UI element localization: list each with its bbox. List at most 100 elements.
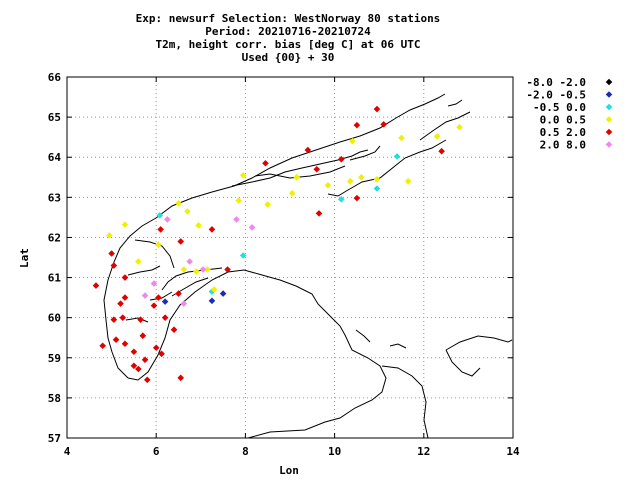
station-point-series-4 [155, 294, 162, 301]
legend-label: 0.0 0.5 [540, 114, 586, 127]
axis-ticks [66, 76, 514, 439]
station-point-series-3 [184, 208, 191, 215]
station-point-series-5 [164, 216, 171, 223]
station-point-series-3 [293, 173, 300, 181]
station-point-series-4 [177, 374, 185, 382]
grid [67, 77, 513, 438]
title-line-3: T2m, height corr. bias [deg C] at 06 UTC [156, 38, 421, 51]
x-axis-label: Lon [279, 464, 299, 477]
y-tick-label: 66 [48, 71, 62, 84]
station-point-series-4 [110, 262, 118, 269]
legend: -8.0 -2.0-2.0 -0.5-0.5 0.00.0 0.50.5 2.0… [526, 76, 613, 152]
station-point-series-3 [210, 286, 218, 293]
station-point-series-4 [108, 250, 115, 257]
chart-title: Exp: newsurf Selection: WestNorway 80 st… [136, 12, 441, 64]
station-point-series-4 [157, 226, 164, 233]
station-point-series-4 [121, 274, 129, 281]
y-axis-label: Lat [18, 248, 31, 268]
x-tick-label: 6 [153, 445, 160, 458]
x-tick-labels: 4 6 8 10 12 14 [64, 445, 520, 458]
plot-frame [66, 76, 514, 439]
station-point-series-4 [152, 344, 160, 352]
station-point-series-4 [313, 165, 321, 173]
station-point-series-5 [150, 280, 158, 287]
station-point-series-3 [180, 266, 188, 273]
x-tick-label: 4 [64, 445, 71, 458]
station-point-series-5 [199, 266, 207, 273]
station-point-series-4 [112, 336, 120, 344]
station-point-series-4 [139, 332, 147, 340]
title-line-1: Exp: newsurf Selection: WestNorway 80 st… [136, 12, 441, 25]
station-point-series-1 [219, 290, 227, 297]
station-point-series-3 [106, 232, 113, 239]
station-point-series-4 [380, 121, 387, 128]
station-point-series-4 [353, 121, 361, 129]
station-point-series-4 [304, 146, 312, 154]
y-tick-label: 60 [48, 312, 61, 325]
station-point-series-5 [233, 216, 240, 223]
y-tick-label: 58 [48, 392, 61, 405]
station-point-series-4 [143, 376, 151, 384]
coastline-map [103, 93, 513, 439]
x-tick-label: 14 [506, 445, 520, 458]
station-point-series-2 [393, 153, 401, 160]
station-point-series-3 [433, 133, 441, 140]
station-point-series-4 [208, 226, 216, 233]
station-point-series-3 [398, 134, 405, 142]
station-point-series-3 [324, 182, 332, 189]
station-point-series-4 [121, 340, 129, 348]
station-point-series-4 [224, 266, 231, 273]
y-tick-label: 64 [48, 151, 62, 164]
title-line-4: Used {00} + 30 [242, 51, 335, 64]
station-point-series-1 [208, 297, 216, 305]
station-point-series-3 [204, 266, 211, 273]
station-point-series-3 [175, 200, 182, 207]
title-line-2: Period: 20210716-20210724 [205, 25, 371, 38]
station-point-series-4 [158, 350, 165, 358]
y-tick-label: 57 [48, 432, 61, 445]
x-tick-label: 10 [328, 445, 341, 458]
legend-label: 2.0 8.0 [540, 139, 586, 152]
station-point-series-3 [195, 222, 202, 229]
station-point-series-5 [186, 258, 193, 265]
station-point-series-2 [208, 288, 216, 295]
station-point-series-4 [137, 316, 144, 323]
station-point-series-1 [161, 298, 169, 305]
legend-marker [605, 128, 613, 136]
legend-marker [605, 103, 613, 111]
station-point-series-2 [337, 196, 345, 203]
station-point-series-2 [239, 252, 247, 259]
station-point-series-3 [349, 137, 356, 145]
y-tick-labels: 57 58 59 60 61 62 63 64 65 66 [48, 71, 62, 445]
y-tick-label: 65 [48, 111, 61, 124]
station-point-series-4 [177, 238, 185, 245]
station-point-series-4 [373, 105, 381, 113]
station-point-series-2 [156, 212, 164, 219]
station-point-series-3 [373, 175, 381, 183]
y-tick-label: 59 [48, 352, 61, 365]
legend-marker [605, 141, 613, 148]
station-point-series-3 [121, 221, 129, 228]
legend-marker [605, 116, 613, 123]
legend-marker [605, 91, 613, 98]
station-point-series-4 [135, 365, 142, 373]
station-point-series-3 [193, 268, 200, 275]
station-point-series-3 [288, 190, 296, 197]
station-point-series-3 [155, 241, 162, 248]
station-point-series-2 [373, 185, 381, 192]
station-point-series-3 [239, 171, 247, 179]
x-tick-label: 8 [242, 445, 249, 458]
station-point-series-3 [456, 123, 463, 131]
y-tick-label: 63 [48, 191, 61, 204]
legend-label: -8.0 -2.0 [526, 76, 586, 89]
station-point-series-5 [180, 300, 188, 307]
station-point-series-4 [150, 302, 158, 309]
station-point-series-4 [130, 362, 138, 370]
station-point-series-4 [315, 210, 323, 217]
station-point-series-4 [353, 194, 361, 202]
station-point-series-4 [99, 342, 106, 350]
station-point-series-4 [92, 282, 100, 289]
y-tick-label: 62 [48, 231, 61, 244]
legend-label: -0.5 0.0 [533, 101, 586, 114]
